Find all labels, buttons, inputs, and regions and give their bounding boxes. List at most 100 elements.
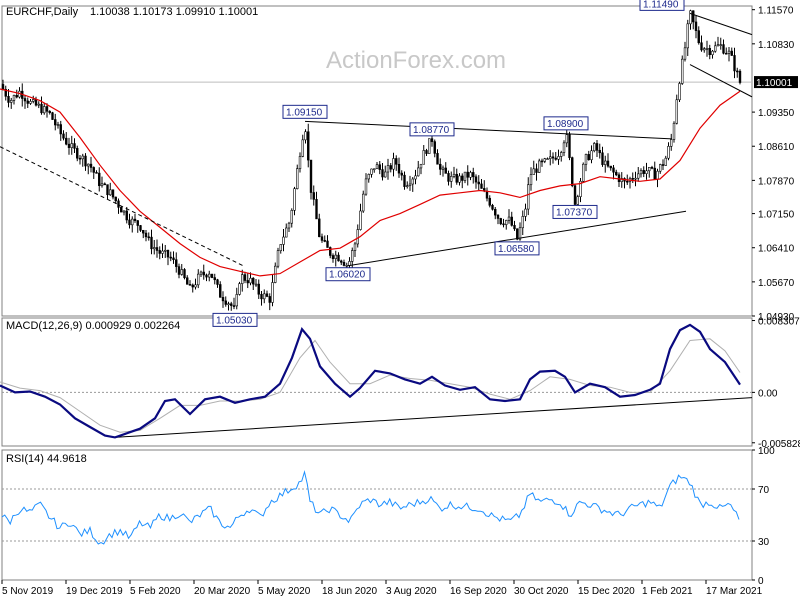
candle-body [114, 196, 117, 202]
candle-body [100, 183, 104, 187]
candle-body [304, 131, 307, 141]
candle-body [139, 225, 142, 231]
candle-body [7, 96, 10, 103]
moving-average-line [0, 88, 741, 277]
candle-body [199, 271, 203, 275]
chart-ohlc: 1.10038 1.10173 1.09910 1.10001 [90, 6, 258, 18]
candle-body [1, 84, 5, 90]
candle-body [590, 150, 593, 161]
candle-body [227, 303, 230, 306]
candle-body [56, 124, 60, 126]
candle-body [645, 170, 648, 174]
candle-body [23, 98, 27, 102]
candle-body [210, 273, 214, 278]
candle-body [312, 192, 315, 200]
candle-body [543, 158, 546, 162]
candle-body [392, 158, 395, 170]
candle-body [29, 101, 32, 104]
x-tick-label: 30 Oct 2020 [514, 586, 569, 597]
candle-body [444, 167, 447, 174]
candle-body [95, 172, 98, 174]
candle-body [224, 300, 227, 305]
candle-body [499, 218, 502, 225]
candle-body [711, 50, 714, 56]
candle-body [626, 180, 629, 183]
candle-body [664, 157, 667, 166]
candle-body [496, 214, 500, 219]
candle-body [334, 254, 337, 259]
candle-body [441, 167, 445, 170]
candle-body [230, 303, 233, 306]
candle-body [103, 183, 106, 186]
candle-body [232, 305, 236, 307]
candle-body [298, 156, 302, 170]
candle-body [221, 297, 225, 302]
candle-body [406, 185, 409, 187]
price-tick-label: 1.11570 [758, 6, 794, 17]
candle-body [128, 219, 131, 226]
candle-body [579, 181, 582, 197]
candle-body [439, 163, 442, 170]
candle-body [120, 207, 123, 213]
candle-body [549, 156, 552, 159]
candle-body [345, 265, 348, 267]
candle-body [656, 170, 659, 180]
candle-body [111, 189, 115, 198]
candle-body [609, 165, 612, 169]
candle-body [612, 167, 615, 173]
candle-body [282, 236, 285, 245]
candle-body [474, 176, 478, 183]
price-tick-label: 1.10830 [758, 40, 795, 51]
candle-body [425, 150, 428, 154]
candle-body [428, 138, 431, 154]
candle-body [727, 50, 731, 54]
candle-body [573, 185, 577, 205]
price-annotation-box [325, 267, 371, 282]
candle-body [461, 175, 464, 181]
macd-tick-label: 0.008307 [758, 317, 800, 328]
candle-body [329, 247, 332, 256]
candle-body [353, 243, 357, 251]
candle-body [466, 171, 469, 178]
x-tick-label: 5 Nov 2019 [2, 586, 54, 597]
candle-body [158, 250, 161, 254]
candle-body [252, 277, 255, 285]
candle-body [513, 225, 516, 230]
candle-body [414, 175, 417, 180]
candle-body [37, 103, 40, 106]
candle-body [67, 143, 71, 148]
price-tick-label: 1.04930 [758, 312, 795, 323]
candle-body [89, 163, 93, 168]
x-tick-label: 3 Aug 2020 [386, 586, 437, 597]
candle-body [593, 143, 596, 152]
candle-body [249, 277, 252, 284]
candle-body [675, 99, 678, 124]
candle-body [485, 190, 489, 199]
candle-body [587, 154, 590, 161]
price-annotation-box [552, 204, 598, 219]
candle-body [205, 274, 208, 278]
candle-body [285, 227, 288, 238]
rsi-label: RSI(14) 44.9618 [6, 453, 87, 465]
price-annotation-label: 1.08900 [547, 119, 584, 130]
candle-body [692, 10, 695, 23]
candle-body [419, 163, 423, 169]
price-trendline [689, 64, 753, 98]
candle-body [463, 171, 467, 181]
candle-body [595, 143, 599, 151]
candle-body [637, 173, 640, 179]
candle-body [480, 183, 483, 189]
candle-body [505, 220, 508, 225]
candle-body [40, 103, 43, 114]
candle-body [529, 174, 533, 186]
candle-body [516, 228, 519, 240]
candle-body [87, 163, 90, 167]
candle-body [290, 210, 293, 224]
candle-body [606, 160, 610, 167]
watermark: ActionForex.com [326, 47, 506, 74]
price-tick-label: 1.07150 [758, 210, 795, 221]
candle-body [601, 152, 604, 165]
candle-body [62, 133, 65, 139]
candle-body [535, 168, 538, 173]
